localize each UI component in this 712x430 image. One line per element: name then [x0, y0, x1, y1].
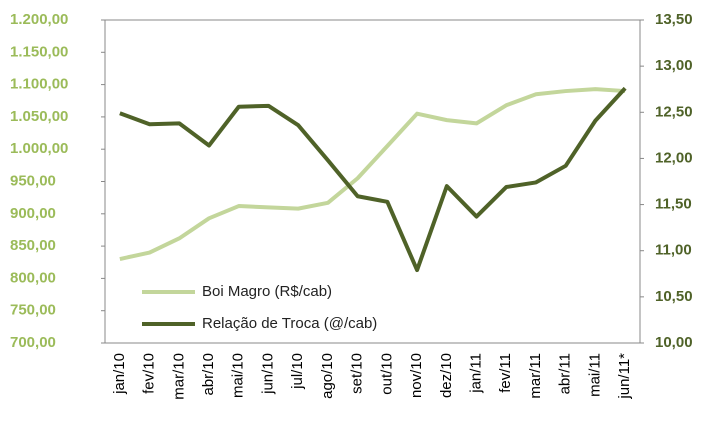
- x-tick-label: abr/11: [557, 353, 574, 394]
- y2-tick-label: 10,00: [655, 334, 693, 351]
- y2-tick-label: 13,50: [655, 11, 693, 28]
- x-tick-label: nov/10: [408, 353, 425, 398]
- legend-label: Relação de Troca (@/cab): [202, 315, 377, 332]
- y2-tick-label: 12,50: [655, 103, 693, 120]
- x-tick-label: jun/11*: [616, 353, 633, 400]
- y-tick-label: 1.150,00: [10, 43, 68, 60]
- x-tick-label: jan/11: [467, 353, 484, 394]
- x-tick-label: abr/10: [200, 353, 217, 396]
- y-tick-label: 1.100,00: [10, 76, 68, 93]
- x-tick-label: mai/11: [586, 353, 603, 397]
- y2-tick-label: 11,50: [655, 196, 692, 213]
- x-tick-label: set/10: [349, 353, 366, 394]
- y-tick-label: 850,00: [10, 237, 56, 254]
- x-tick-label: jun/10: [259, 353, 276, 395]
- x-tick-label: dez/10: [438, 353, 455, 398]
- x-tick-label: fev/10: [141, 353, 158, 394]
- y2-tick-label: 10,50: [655, 288, 693, 305]
- legend-label: Boi Magro (R$/cab): [202, 283, 332, 300]
- x-tick-label: jul/10: [289, 353, 306, 390]
- y-tick-label: 1.050,00: [10, 108, 68, 125]
- y-tick-label: 950,00: [10, 172, 56, 189]
- x-tick-label: mai/10: [230, 353, 247, 398]
- series-line: [119, 86, 627, 273]
- plot-frame: [104, 19, 641, 344]
- y-tick-label: 1.000,00: [10, 140, 68, 157]
- y-tick-label: 900,00: [10, 205, 56, 222]
- y2-tick-label: 12,00: [655, 149, 693, 166]
- x-tick-label: mar/11: [527, 353, 544, 399]
- y-tick-label: 1.200,00: [10, 11, 68, 28]
- x-tick-label: fev/11: [497, 353, 514, 393]
- y-tick-label: 700,00: [10, 334, 56, 351]
- series-line: [119, 87, 626, 261]
- y-tick-label: 750,00: [10, 302, 56, 319]
- x-tick-label: mar/10: [170, 353, 187, 400]
- y2-tick-label: 13,00: [655, 57, 693, 74]
- y-tick-label: 800,00: [10, 269, 56, 286]
- y2-tick-label: 11,00: [655, 242, 692, 259]
- x-tick-label: out/10: [378, 353, 395, 395]
- x-tick-label: ago/10: [319, 353, 336, 399]
- x-tick-label: jan/10: [111, 353, 128, 395]
